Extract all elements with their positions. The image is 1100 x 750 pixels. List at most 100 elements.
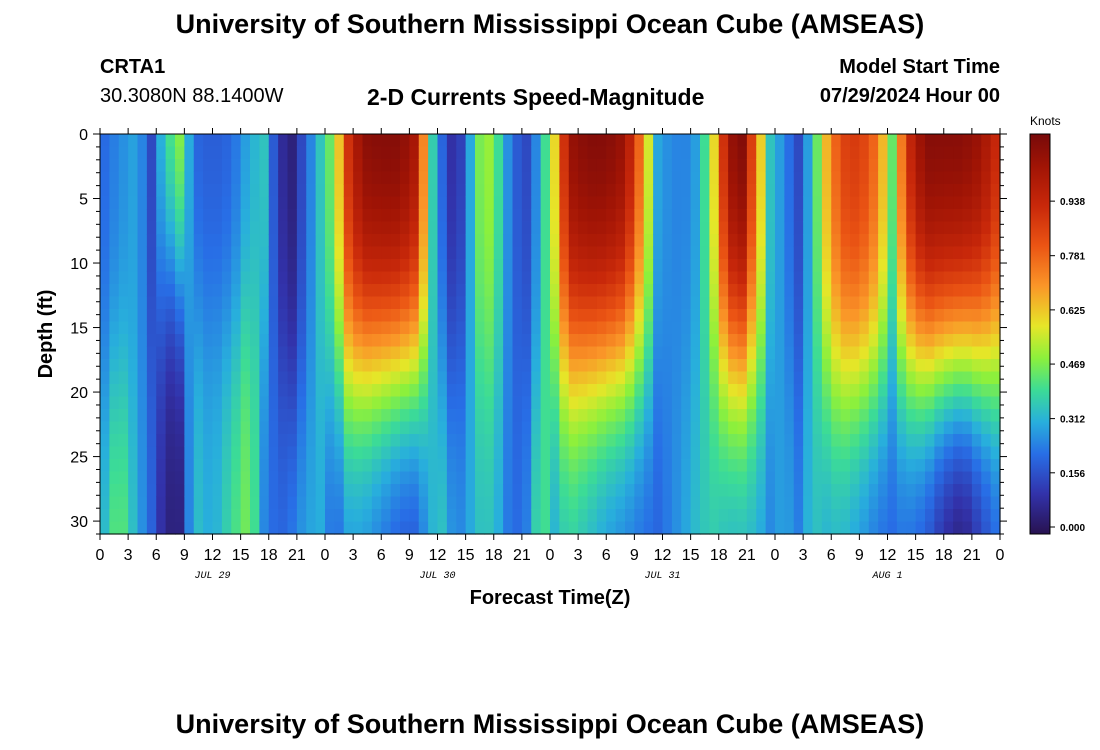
heatmap-cell [934,271,945,285]
heatmap-cell [156,359,167,373]
heatmap-cell [868,284,879,298]
heatmap-cell [859,434,870,448]
colorbar-tick-label: 0.469 [1060,360,1085,371]
heatmap-cell [831,334,842,348]
heatmap-cell [240,171,251,185]
heatmap-cell [109,384,120,398]
heatmap-cell [765,521,776,535]
heatmap-cell [615,184,626,198]
heatmap-cell [615,496,626,510]
heatmap-cell [156,446,167,460]
heatmap-cell [212,446,223,460]
heatmap-cell [896,384,907,398]
heatmap-cell [343,184,354,198]
heatmap-cell [990,496,1001,510]
heatmap-cell [165,384,176,398]
heatmap-cell [221,296,232,310]
heatmap-cell [915,396,926,410]
heatmap-cell [334,146,345,160]
heatmap-cell [156,134,167,148]
heatmap-cell [118,359,129,373]
heatmap-cell [784,371,795,385]
heatmap-cell [175,434,185,448]
heatmap-cell [203,271,214,285]
heatmap-cell [981,409,992,423]
heatmap-cell [765,346,776,360]
heatmap-cell [165,196,176,210]
y-tick-label: 0 [79,127,88,144]
heatmap-cell [803,284,814,298]
heatmap-cell [446,346,457,360]
heatmap-cell [756,471,767,485]
heatmap-cell [240,396,251,410]
heatmap-cell [625,146,635,160]
heatmap-cell [493,146,504,160]
heatmap-cell [493,309,504,323]
heatmap-cell [587,184,598,198]
heatmap-cell [240,134,251,148]
heatmap-cell [446,309,457,323]
heatmap-cell [343,284,354,298]
heatmap-cell [296,459,307,473]
heatmap-cell [943,196,954,210]
heatmap-cell [221,196,232,210]
heatmap-cell [775,421,785,435]
heatmap-cell [334,446,345,460]
heatmap-cell [278,221,289,235]
heatmap-cell [146,259,157,273]
heatmap-cell [503,309,514,323]
heatmap-cell [925,359,935,373]
heatmap-cell [390,259,401,273]
heatmap-cell [456,459,467,473]
heatmap-cell [821,509,832,523]
heatmap-cell [981,246,992,260]
heatmap-cell [953,459,964,473]
heatmap-cell [878,184,889,198]
heatmap-cell [146,296,157,310]
heatmap-cell [475,509,485,523]
heatmap-cell [540,334,551,348]
heatmap-cell [962,296,973,310]
heatmap-cell [681,521,692,535]
heatmap-cell [146,159,157,173]
heatmap-cell [184,134,195,148]
heatmap-cell [700,421,710,435]
heatmap-cell [653,396,664,410]
heatmap-cell [137,159,148,173]
heatmap-cell [521,221,532,235]
heatmap-cell [578,346,589,360]
colorbar-unit: Knots [1030,114,1061,128]
heatmap-cell [531,284,542,298]
heatmap-cell [662,271,673,285]
heatmap-cell [203,146,214,160]
heatmap-cell [981,296,992,310]
heatmap-cell [212,384,223,398]
heatmap-cell [831,196,842,210]
heatmap-cell [756,284,767,298]
heatmap-cell [681,459,692,473]
heatmap-cell [315,259,326,273]
heatmap-cell [343,259,354,273]
heatmap-cell [709,509,720,523]
heatmap-cell [418,521,429,535]
heatmap-cell [690,296,701,310]
heatmap-cell [896,496,907,510]
heatmap-cell [690,384,701,398]
heatmap-cell [315,509,326,523]
heatmap-cell [184,259,195,273]
heatmap-cell [146,271,157,285]
heatmap-cell [400,221,410,235]
heatmap-cell [737,184,748,198]
heatmap-cell [718,459,729,473]
heatmap-cell [831,459,842,473]
heatmap-cell [634,271,645,285]
heatmap-cell [409,296,420,310]
heatmap-cell [287,146,298,160]
heatmap-cell [765,321,776,335]
heatmap-cell [184,371,195,385]
heatmap-cell [521,409,532,423]
heatmap-cell [859,484,870,498]
heatmap-cell [343,521,354,535]
heatmap-cell [821,521,832,535]
heatmap-cell [887,271,898,285]
